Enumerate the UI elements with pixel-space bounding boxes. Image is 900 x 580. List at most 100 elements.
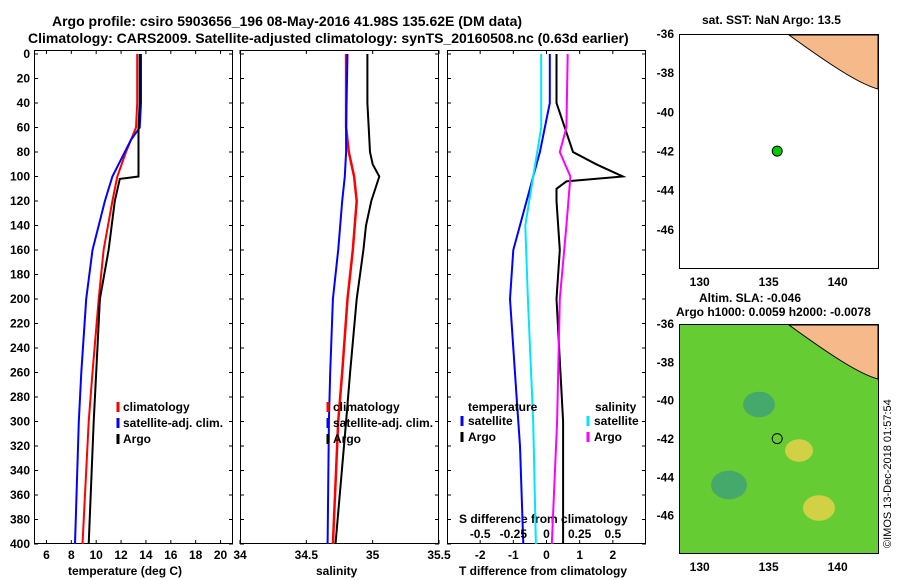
depth-tick-label: 180: [10, 268, 30, 282]
depth-tick-label: 220: [10, 317, 30, 331]
salinity-xtick-label: 34.5: [295, 548, 319, 562]
depth-tick-label: 320: [10, 439, 30, 453]
salinity-series-argo: [334, 54, 381, 545]
differences-series-salinity-argo: [550, 53, 572, 545]
diff-legend-title-salinity: salinity: [595, 400, 637, 414]
s-diff-xtick-label: -0.25: [500, 527, 528, 541]
temperature-xtick-label: 6: [43, 548, 50, 562]
salinity-xtick-label: 34: [233, 548, 247, 562]
salinity-legend-label: satellite-adj. clim.: [333, 416, 433, 430]
sst-map-ytick-label: -42: [657, 145, 675, 159]
sst-map-xtick-label: 130: [690, 275, 710, 289]
depth-tick-label: 400: [10, 537, 30, 551]
sla-map-title-1: Altim. SLA: -0.046: [699, 291, 802, 305]
sst-map-land: [787, 34, 879, 90]
salinity-series-satellite-adj-clim-: [326, 53, 349, 545]
depth-tick-label: 200: [10, 292, 30, 306]
differences-xtick-label: -1: [508, 548, 519, 562]
sst-map-ytick-label: -44: [657, 184, 675, 198]
sla-map-ytick-label: -42: [657, 432, 675, 446]
diff-legend-sal-label: satellite: [594, 414, 639, 428]
depth-tick-label: 340: [10, 464, 30, 478]
sst-map-ytick-label: -46: [657, 223, 675, 237]
sla-map-land: [787, 324, 879, 380]
sst-map-xtick-label: 135: [759, 275, 779, 289]
diff-legend-title-temperature: temperature: [468, 400, 538, 414]
salinity-legend-label: climatology: [333, 400, 400, 414]
temperature-legend-label: climatology: [123, 400, 190, 414]
differences-xtick-label: 1: [576, 548, 583, 562]
sla-map-xtick-label: 130: [690, 560, 710, 574]
temperature-series-climatology: [81, 54, 139, 545]
depth-tick-label: 380: [10, 513, 30, 527]
salinity-xtick-label: 35: [366, 548, 380, 562]
temperature-xtick-label: 18: [189, 548, 203, 562]
s-diff-xtick-label: 0: [543, 527, 550, 541]
sla-map-xtick-label: 140: [828, 560, 848, 574]
diff-legend-temp-label: Argo: [468, 430, 496, 444]
depth-tick-label: 80: [17, 145, 31, 159]
sst-map-ytick-label: -38: [657, 66, 675, 80]
sla-map-ytick-label: -38: [657, 355, 675, 369]
sla-map-anomaly-blob: [803, 495, 835, 521]
diff-legend-temp-label: satellite: [468, 414, 513, 428]
sla-map-ytick-label: -40: [657, 394, 675, 408]
depth-tick-label: 60: [17, 121, 31, 135]
sla-map-argo-marker: [771, 433, 783, 445]
temperature-xtick-label: 8: [68, 548, 75, 562]
title-line-2: Climatology: CARS2009. Satellite-adjuste…: [28, 30, 629, 46]
difference-plot: [447, 50, 646, 544]
salinity-xtick-label: 35.5: [427, 548, 451, 562]
temperature-xtick-label: 12: [114, 548, 128, 562]
depth-tick-label: 260: [10, 366, 30, 380]
depth-tick-label: 300: [10, 415, 30, 429]
temperature-xtick-label: 16: [164, 548, 178, 562]
s-diff-xtick-label: 0.25: [568, 527, 592, 541]
salinity-legend-label: Argo: [333, 432, 361, 446]
sst-map-xtick-label: 140: [828, 275, 848, 289]
depth-tick-label: 160: [10, 243, 30, 257]
s-diff-xlabel: S difference from climatology: [459, 512, 628, 526]
s-diff-xtick-label: 0.5: [604, 527, 621, 541]
temperature-xlabel: temperature (deg C): [68, 564, 183, 578]
sst-map-title: sat. SST: NaN Argo: 13.5: [702, 13, 841, 27]
temperature-legend-label: satellite-adj. clim.: [123, 416, 223, 430]
salinity-series-climatology: [331, 54, 358, 545]
differences-series-salinity-satellite: [524, 54, 543, 545]
depth-tick-label: 240: [10, 341, 30, 355]
differences-xtick-label: -2: [475, 548, 486, 562]
salinity-plot: [240, 50, 439, 544]
temperature-series-argo: [87, 54, 141, 545]
sst-map-argo-marker: [771, 145, 783, 157]
depth-tick-label: 120: [10, 194, 30, 208]
temperature-xtick-label: 10: [90, 548, 104, 562]
depth-tick-label: 20: [17, 72, 31, 86]
temperature-series-satellite-adj-clim-: [74, 54, 142, 545]
depth-tick-label: 40: [17, 96, 31, 110]
depth-tick-label: 360: [10, 488, 30, 502]
temperature-xtick-label: 14: [139, 548, 153, 562]
t-diff-xlabel: T difference from climatology: [459, 564, 628, 578]
temperature-legend-label: Argo: [123, 432, 151, 446]
salinity-xlabel: salinity: [316, 564, 358, 578]
sla-map-xtick-label: 135: [759, 560, 779, 574]
depth-tick-label: 280: [10, 390, 30, 404]
sla-map-ytick-label: -36: [657, 317, 675, 331]
sla-map-ytick-label: -46: [657, 509, 675, 523]
differences-series-temperature-satellite: [508, 54, 551, 545]
s-diff-xtick-label: -0.5: [470, 527, 491, 541]
depth-tick-label: 140: [10, 219, 30, 233]
depth-tick-label: 100: [10, 170, 30, 184]
differences-xtick-label: 0: [543, 548, 550, 562]
title-line-1: Argo profile: csiro 5903656_196 08-May-2…: [52, 13, 523, 29]
differences-xtick-label: 2: [609, 548, 616, 562]
sst-map-ytick-label: -36: [657, 27, 675, 41]
sla-map-anomaly-blob: [785, 439, 813, 462]
sst-map-ytick-label: -40: [657, 105, 675, 119]
sla-map-anomaly-blob: [711, 470, 747, 500]
differences-series-temperature-argo: [555, 54, 627, 544]
sla-map-title-2: Argo h1000: 0.0059 h2000: -0.0078: [676, 305, 871, 319]
sla-map-ytick-label: -44: [657, 470, 675, 484]
sla-map-anomaly-blob: [743, 391, 775, 418]
